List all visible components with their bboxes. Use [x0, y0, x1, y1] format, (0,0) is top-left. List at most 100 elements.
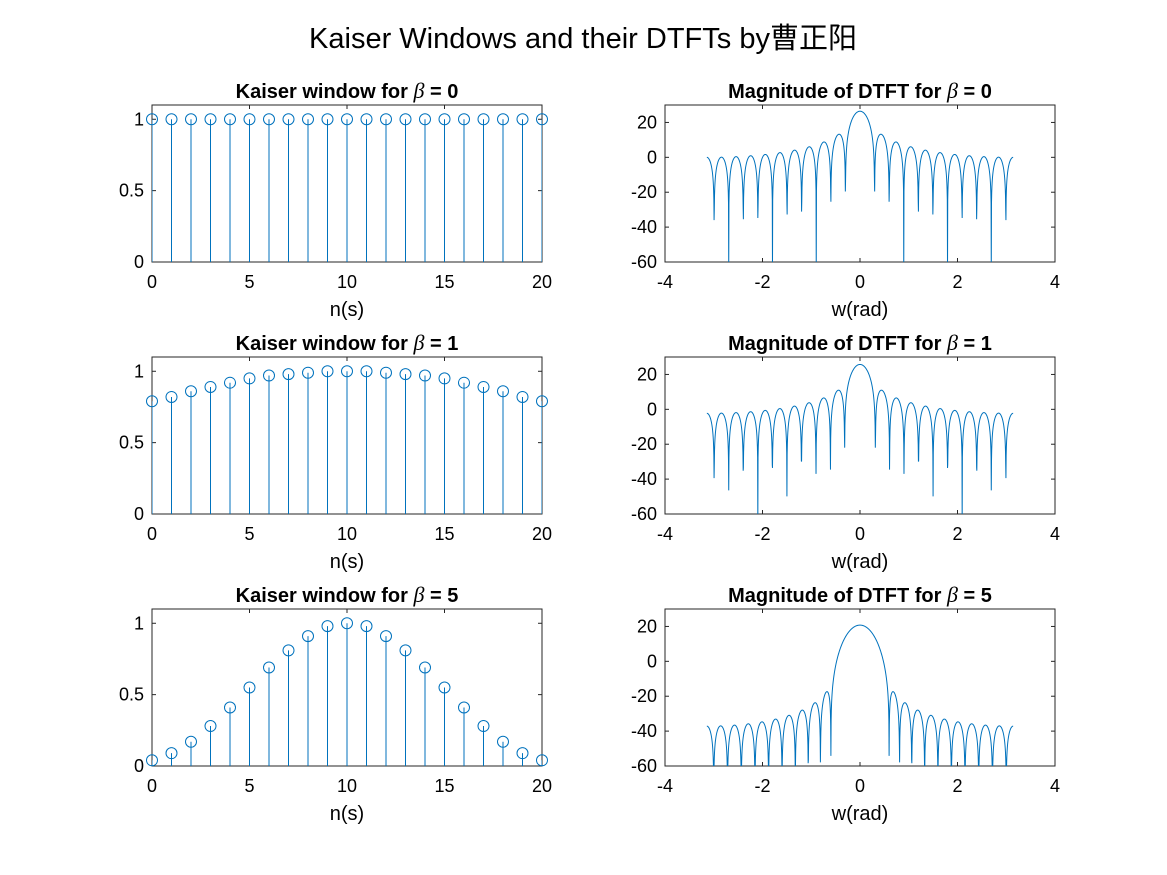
y-tick-label: 0	[134, 504, 144, 524]
x-tick-label: 0	[855, 776, 865, 796]
data-layer	[152, 371, 542, 514]
x-tick-label: 0	[147, 776, 157, 796]
y-tick-label: 0	[647, 147, 657, 167]
title-symbol: β	[946, 78, 958, 103]
stem-marker	[360, 620, 373, 633]
x-tick-label: 2	[952, 272, 962, 292]
stem-marker	[477, 380, 490, 393]
title-text: Magnitude of DTFT for	[728, 81, 947, 103]
data-layer	[706, 624, 1014, 766]
stem-marker	[419, 113, 431, 126]
title-text: Magnitude of DTFT for	[728, 333, 947, 355]
stem-marker	[204, 720, 217, 733]
x-tick-label: 5	[244, 776, 254, 796]
title-symbol: β	[412, 78, 424, 103]
y-tick-label: -40	[631, 217, 657, 237]
title-symbol: β	[412, 582, 424, 607]
x-axis-label: w(rad)	[831, 299, 889, 321]
x-tick-label: -2	[754, 776, 770, 796]
title-symbol: β	[946, 582, 958, 607]
figure-title: Kaiser Windows and their DTFTs by曹正阳	[309, 22, 857, 55]
subplot-5: Kaiser window for β = 5 0 5 10 15 20 0 0.5 1 n(s)	[119, 582, 552, 825]
stem-marker	[516, 747, 529, 760]
y-tick-label: 20	[637, 364, 657, 384]
stem-marker	[146, 754, 158, 767]
x-tick-label: 20	[532, 272, 552, 292]
stem-marker	[165, 390, 178, 403]
stem-marker	[243, 681, 256, 694]
y-tick-label: -60	[631, 756, 657, 776]
subplot-title: Magnitude of DTFT for β = 1	[728, 330, 992, 355]
stem-marker	[185, 113, 197, 126]
stem-marker	[341, 365, 353, 378]
stem-marker	[282, 368, 295, 381]
x-tick-label: 15	[434, 776, 454, 796]
y-tick-label: 0.5	[119, 433, 144, 453]
stem-marker	[536, 395, 548, 408]
y-tick-label: -20	[631, 686, 657, 706]
x-tick-label: 15	[434, 272, 454, 292]
stem-marker	[399, 113, 412, 126]
stem-marker	[399, 644, 412, 657]
stem-marker	[536, 754, 548, 767]
x-axis-label: w(rad)	[831, 803, 889, 825]
stem-marker	[477, 113, 490, 126]
stem-marker	[341, 113, 353, 126]
x-axis-label: n(s)	[330, 803, 364, 825]
stem-marker	[438, 681, 451, 694]
y-tick-label: -60	[631, 504, 657, 524]
x-tick-label: 15	[434, 524, 454, 544]
y-tick-label: -20	[631, 434, 657, 454]
stem-marker	[458, 376, 470, 389]
x-tick-label: -2	[754, 272, 770, 292]
stem-marker	[458, 701, 470, 714]
x-tick-label: -4	[657, 272, 673, 292]
stem-marker	[185, 735, 197, 748]
stem-marker	[321, 620, 334, 633]
x-tick-label: 0	[147, 524, 157, 544]
data-layer	[706, 363, 1014, 514]
subplot-title: Kaiser window for β = 0	[236, 78, 459, 103]
subplot-4: Magnitude of DTFT for β = 1-4 -2 0 2 4-60-40…	[631, 330, 1060, 573]
x-tick-label: -4	[657, 776, 673, 796]
stem-marker	[243, 113, 256, 126]
y-tick-label: 0.5	[119, 181, 144, 201]
stem-marker	[497, 735, 509, 748]
x-tick-label: 20	[532, 776, 552, 796]
stem-marker	[321, 365, 334, 378]
subplot-1: Kaiser window for β = 0 0 5 10 15 20 0 0.5 1 n(s)	[119, 78, 552, 321]
stem-marker	[282, 113, 295, 126]
title-value: = 1	[424, 333, 458, 355]
stem-marker	[165, 747, 178, 760]
stem-marker	[263, 661, 275, 674]
data-layer	[152, 623, 542, 766]
y-tick-label: 0	[134, 252, 144, 272]
title-symbol: β	[412, 330, 424, 355]
stem-marker	[516, 390, 529, 403]
stem-marker	[380, 630, 392, 643]
x-tick-label: 2	[952, 776, 962, 796]
stem-marker	[165, 113, 178, 126]
stem-marker	[204, 113, 217, 126]
y-tick-label: 1	[134, 109, 144, 129]
stem-marker	[438, 372, 451, 385]
subplot-title: Magnitude of DTFT for β = 5	[728, 582, 992, 607]
dtft-magnitude-line	[706, 363, 1014, 514]
stem-marker	[302, 113, 314, 126]
stem-marker	[263, 369, 275, 382]
y-tick-label: -40	[631, 721, 657, 741]
stem-marker	[204, 380, 217, 393]
x-tick-label: 0	[147, 272, 157, 292]
title-text: Kaiser window for	[236, 585, 414, 607]
y-tick-label: 20	[637, 616, 657, 636]
stem-marker	[224, 701, 236, 714]
stem-marker	[380, 366, 392, 379]
title-value: = 0	[958, 81, 992, 103]
title-text: Magnitude of DTFT for	[728, 585, 947, 607]
y-tick-label: 0	[647, 399, 657, 419]
x-tick-label: 4	[1050, 776, 1060, 796]
dtft-magnitude-line	[706, 624, 1014, 766]
y-tick-label: 0	[647, 651, 657, 671]
stem-marker	[477, 720, 490, 733]
stem-marker	[341, 617, 353, 630]
